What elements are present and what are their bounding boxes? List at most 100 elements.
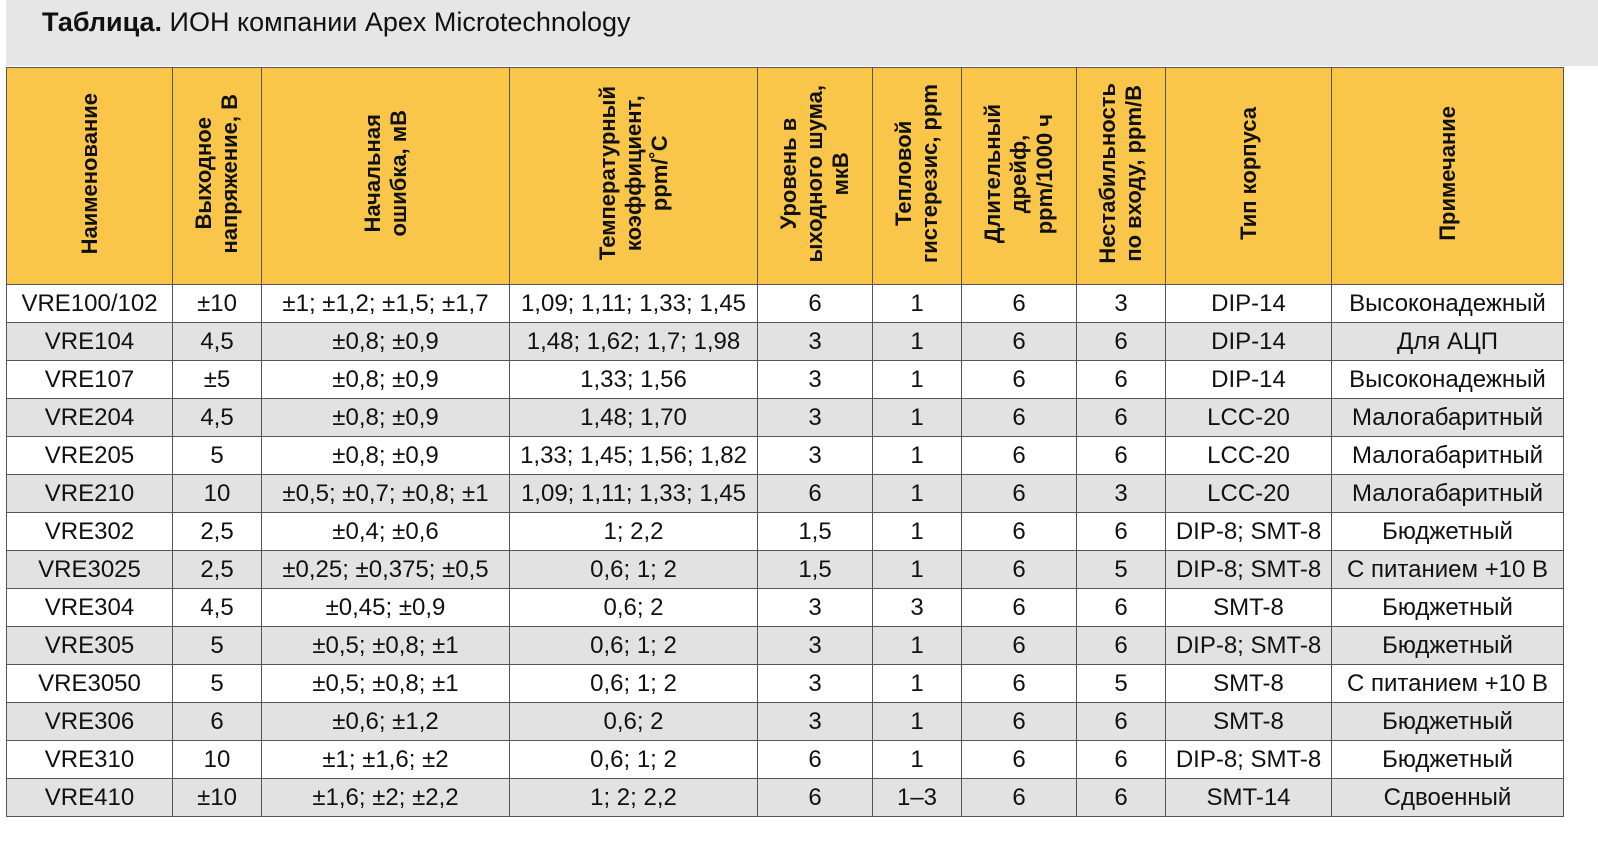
cell-thermal-hysteresis: 1 bbox=[872, 322, 962, 361]
cell-line-regulation: 6 bbox=[1076, 588, 1166, 627]
header-cell: Начальная ошибка, мВ bbox=[261, 67, 510, 285]
cell-name: VRE305 bbox=[6, 626, 173, 665]
header-label-output-voltage: Выходное напряжение, В bbox=[191, 93, 242, 254]
table-row: VRE204 4,5 ±0,8; ±0,9 1,48; 1,70 3 1 6 6… bbox=[6, 398, 1564, 437]
cell-temp-coefficient: 1,48; 1,70 bbox=[509, 398, 758, 437]
header-label-temp-coefficient: Температурный коэффициент, ppm/˚С bbox=[594, 86, 672, 261]
cell-output-voltage: ±5 bbox=[172, 360, 262, 399]
cell-note: Малогабаритный bbox=[1331, 398, 1564, 437]
cell-note: Малогабаритный bbox=[1331, 436, 1564, 475]
cell-noise-level: 1,5 bbox=[757, 550, 873, 589]
cell-initial-error: ±0,5; ±0,7; ±0,8; ±1 bbox=[261, 474, 510, 513]
cell-output-voltage: 2,5 bbox=[172, 512, 262, 551]
cell-package: DIP-8; SMT-8 bbox=[1165, 740, 1332, 779]
cell-thermal-hysteresis: 1 bbox=[872, 436, 962, 475]
header-label-thermal-hysteresis: Тепловой гистерезис, ppm bbox=[891, 84, 942, 263]
cell-long-term-drift: 6 bbox=[961, 474, 1077, 513]
table-row: VRE302 2,5 ±0,4; ±0,6 1; 2,2 1,5 1 6 6 D… bbox=[6, 512, 1564, 551]
cell-temp-coefficient: 0,6; 1; 2 bbox=[509, 740, 758, 779]
table-row: VRE306 6 ±0,6; ±1,2 0,6; 2 3 1 6 6 SMT-8… bbox=[6, 702, 1564, 741]
cell-name: VRE100/102 bbox=[6, 284, 173, 323]
cell-line-regulation: 6 bbox=[1076, 702, 1166, 741]
table-row: VRE304 4,5 ±0,45; ±0,9 0,6; 2 3 3 6 6 SM… bbox=[6, 588, 1564, 627]
cell-package: DIP-14 bbox=[1165, 322, 1332, 361]
cell-long-term-drift: 6 bbox=[961, 550, 1077, 589]
cell-name: VRE210 bbox=[6, 474, 173, 513]
header-cell: Нестабильность по входу, ppm/В bbox=[1076, 67, 1166, 285]
header-cell: Длительный дрейф, ppm/1000 ч bbox=[961, 67, 1077, 285]
cell-output-voltage: ±10 bbox=[172, 778, 262, 817]
cell-output-voltage: 4,5 bbox=[172, 322, 262, 361]
cell-note: Бюджетный bbox=[1331, 512, 1564, 551]
cell-note: Высоконадежный bbox=[1331, 284, 1564, 323]
table-row: VRE305 5 ±0,5; ±0,8; ±1 0,6; 1; 2 3 1 6 … bbox=[6, 626, 1564, 665]
cell-initial-error: ±0,6; ±1,2 bbox=[261, 702, 510, 741]
table-row: VRE3050 5 ±0,5; ±0,8; ±1 0,6; 1; 2 3 1 6… bbox=[6, 664, 1564, 703]
cell-name: VRE306 bbox=[6, 702, 173, 741]
cell-initial-error: ±0,5; ±0,8; ±1 bbox=[261, 664, 510, 703]
cell-initial-error: ±0,8; ±0,9 bbox=[261, 322, 510, 361]
cell-thermal-hysteresis: 1 bbox=[872, 550, 962, 589]
cell-package: SMT-8 bbox=[1165, 588, 1332, 627]
cell-output-voltage: 5 bbox=[172, 436, 262, 475]
cell-note: Бюджетный bbox=[1331, 740, 1564, 779]
cell-package: LCC-20 bbox=[1165, 436, 1332, 475]
cell-initial-error: ±1; ±1,2; ±1,5; ±1,7 bbox=[261, 284, 510, 323]
header-label-name: Наименование bbox=[76, 92, 102, 255]
cell-temp-coefficient: 1,48; 1,62; 1,7; 1,98 bbox=[509, 322, 758, 361]
cell-line-regulation: 6 bbox=[1076, 778, 1166, 817]
header-cell: Уровень в ыходного шума, мкВ bbox=[757, 67, 873, 285]
cell-note: Бюджетный bbox=[1331, 588, 1564, 627]
cell-line-regulation: 5 bbox=[1076, 550, 1166, 589]
header-cell: Температурный коэффициент, ppm/˚С bbox=[509, 67, 758, 285]
cell-noise-level: 3 bbox=[757, 436, 873, 475]
header-cell: Выходное напряжение, В bbox=[172, 67, 262, 285]
header-cell: Наименование bbox=[6, 67, 173, 285]
cell-line-regulation: 3 bbox=[1076, 474, 1166, 513]
table-row: VRE210 10 ±0,5; ±0,7; ±0,8; ±1 1,09; 1,1… bbox=[6, 474, 1564, 513]
cell-output-voltage: ±10 bbox=[172, 284, 262, 323]
cell-package: DIP-8; SMT-8 bbox=[1165, 512, 1332, 551]
cell-output-voltage: 5 bbox=[172, 664, 262, 703]
cell-thermal-hysteresis: 1 bbox=[872, 360, 962, 399]
cell-name: VRE3025 bbox=[6, 550, 173, 589]
cell-thermal-hysteresis: 1 bbox=[872, 284, 962, 323]
header-label-note: Примечание bbox=[1434, 106, 1460, 241]
cell-package: SMT-8 bbox=[1165, 702, 1332, 741]
cell-name: VRE104 bbox=[6, 322, 173, 361]
cell-long-term-drift: 6 bbox=[961, 664, 1077, 703]
cell-package: SMT-14 bbox=[1165, 778, 1332, 817]
cell-name: VRE410 bbox=[6, 778, 173, 817]
cell-noise-level: 3 bbox=[757, 322, 873, 361]
header-row: Наименование Выходное напряжение, В Нача… bbox=[6, 67, 1564, 285]
cell-thermal-hysteresis: 1 bbox=[872, 702, 962, 741]
caption-title: ИОН компании Apex Microtechnology bbox=[162, 7, 631, 37]
cell-line-regulation: 3 bbox=[1076, 284, 1166, 323]
cell-thermal-hysteresis: 1–3 bbox=[872, 778, 962, 817]
cell-noise-level: 3 bbox=[757, 360, 873, 399]
cell-output-voltage: 2,5 bbox=[172, 550, 262, 589]
cell-output-voltage: 5 bbox=[172, 626, 262, 665]
header-label-package: Тип корпуса bbox=[1235, 107, 1261, 240]
caption-label: Таблица. bbox=[42, 7, 163, 37]
cell-initial-error: ±0,5; ±0,8; ±1 bbox=[261, 626, 510, 665]
cell-name: VRE205 bbox=[6, 436, 173, 475]
cell-temp-coefficient: 1; 2,2 bbox=[509, 512, 758, 551]
cell-long-term-drift: 6 bbox=[961, 436, 1077, 475]
cell-long-term-drift: 6 bbox=[961, 702, 1077, 741]
header-cell: Тип корпуса bbox=[1165, 67, 1332, 285]
cell-long-term-drift: 6 bbox=[961, 626, 1077, 665]
cell-package: LCC-20 bbox=[1165, 398, 1332, 437]
cell-name: VRE107 bbox=[6, 360, 173, 399]
cell-line-regulation: 6 bbox=[1076, 322, 1166, 361]
cell-noise-level: 3 bbox=[757, 588, 873, 627]
cell-noise-level: 1,5 bbox=[757, 512, 873, 551]
cell-note: Для АЦП bbox=[1331, 322, 1564, 361]
cell-temp-coefficient: 0,6; 1; 2 bbox=[509, 626, 758, 665]
cell-package: DIP-8; SMT-8 bbox=[1165, 550, 1332, 589]
cell-initial-error: ±0,45; ±0,9 bbox=[261, 588, 510, 627]
table-row: VRE310 10 ±1; ±1,6; ±2 0,6; 1; 2 6 1 6 6… bbox=[6, 740, 1564, 779]
cell-long-term-drift: 6 bbox=[961, 398, 1077, 437]
header-label-long-term-drift: Длительный дрейф, ppm/1000 ч bbox=[980, 103, 1057, 244]
cell-package: SMT-8 bbox=[1165, 664, 1332, 703]
